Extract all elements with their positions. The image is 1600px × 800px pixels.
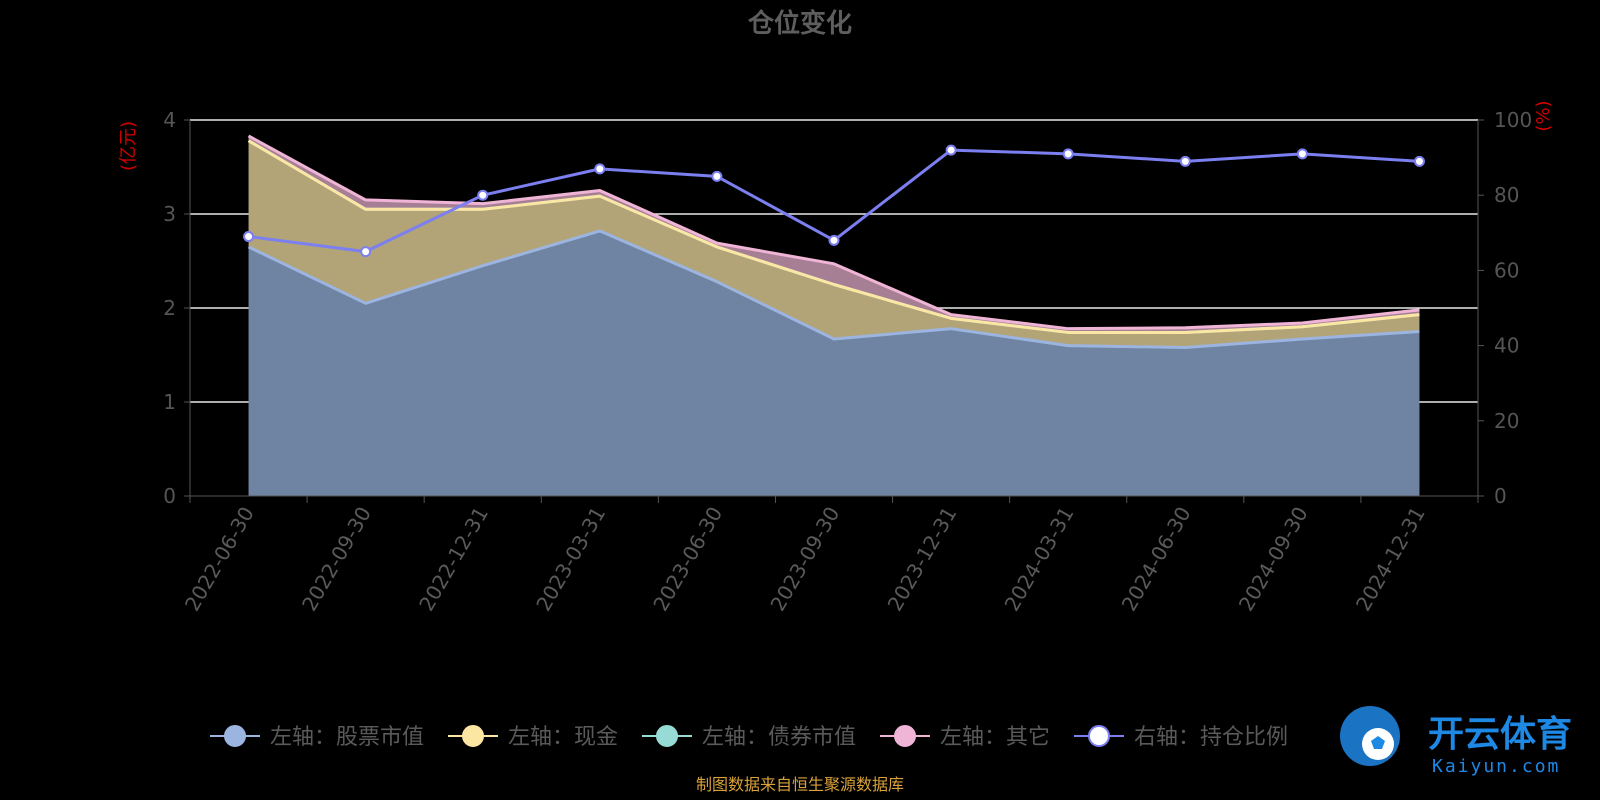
legend-item[interactable]: 左轴：股票市值	[210, 725, 424, 750]
right-tick-label: 60	[1494, 258, 1519, 282]
left-axis-unit: (亿元)	[118, 121, 139, 171]
left-tick-label: 4	[163, 108, 176, 132]
right-tick-label: 80	[1494, 183, 1519, 207]
right-tick-label: 40	[1494, 334, 1519, 358]
legend-label: 左轴：现金	[508, 725, 618, 750]
watermark-title: 开云体育	[1428, 714, 1572, 755]
left-tick-label: 1	[163, 390, 176, 414]
legend-swatch-marker	[1088, 725, 1110, 747]
point-右轴：持仓比例	[1062, 148, 1074, 160]
x-tick-label: 2022-12-31	[414, 503, 493, 616]
legend-swatch-marker	[894, 725, 916, 747]
x-tick-label: 2023-12-31	[883, 502, 962, 615]
point-右轴：持仓比例	[828, 234, 840, 246]
left-tick-label: 3	[163, 202, 176, 226]
point-右轴：持仓比例	[477, 189, 489, 201]
watermark-logo: 开云体育 Kaiyun.com	[1340, 706, 1572, 777]
x-tick-label: 2022-09-30	[297, 503, 376, 616]
right-axis-unit: (%)	[1533, 100, 1554, 131]
left-tick-label: 2	[163, 296, 176, 320]
area-左轴：股票市值	[248, 230, 1420, 497]
right-tick-label: 100	[1494, 108, 1532, 132]
series-lines	[243, 134, 1425, 349]
right-tick-label: 20	[1494, 409, 1519, 433]
point-右轴：持仓比例	[594, 163, 606, 175]
line-左轴：现金	[247, 139, 1420, 334]
x-tick-label: 2023-09-30	[765, 503, 844, 616]
x-tick-label: 2023-03-31	[531, 503, 610, 616]
line-左轴：其它	[247, 134, 1420, 331]
watermark-subtitle: Kaiyun.com	[1432, 756, 1560, 777]
x-tick-label: 2022-06-30	[180, 503, 259, 616]
x-tick-label: 2024-12-31	[1351, 503, 1430, 616]
right-tick-label: 0	[1494, 484, 1507, 508]
legend-label: 左轴：股票市值	[270, 725, 424, 750]
left-tick-label: 0	[163, 484, 176, 508]
point-右轴：持仓比例	[1296, 148, 1308, 160]
point-右轴：持仓比例	[945, 144, 957, 156]
legend-swatch-marker	[224, 725, 246, 747]
legend-item[interactable]: 右轴：持仓比例	[1074, 725, 1288, 750]
point-右轴：持仓比例	[711, 170, 723, 182]
line-左轴：股票市值	[247, 229, 1420, 349]
legend-label: 左轴：其它	[940, 725, 1050, 750]
x-tick-label: 2024-03-31	[1000, 503, 1079, 616]
x-tick-label: 2023-06-30	[648, 503, 727, 616]
x-tick-label: 2024-06-30	[1117, 503, 1196, 616]
point-右轴：持仓比例	[1413, 155, 1425, 167]
point-右轴：持仓比例	[1179, 155, 1191, 167]
point-右轴：持仓比例	[243, 231, 255, 243]
x-tick-label: 2024-09-30	[1234, 503, 1313, 616]
legend-item[interactable]: 左轴：其它	[880, 725, 1050, 750]
soccer-ball-patch	[1371, 736, 1385, 749]
stacked-areas	[248, 135, 1420, 497]
source-note: 制图数据来自恒生聚源数据库	[696, 775, 904, 794]
legend-label: 左轴：债券市值	[702, 725, 856, 750]
legend-label: 右轴：持仓比例	[1134, 725, 1288, 750]
chart-title: 仓位变化	[747, 8, 852, 39]
legend-item[interactable]: 左轴：债券市值	[642, 725, 856, 750]
legend-item[interactable]: 左轴：现金	[448, 725, 618, 750]
legend-swatch-marker	[462, 725, 484, 747]
legend[interactable]: 左轴：股票市值 左轴：现金 左轴：债券市值 左轴：其它 右轴：持仓比例	[210, 725, 1288, 750]
legend-swatch-marker	[656, 725, 678, 747]
point-右轴：持仓比例	[360, 246, 372, 258]
